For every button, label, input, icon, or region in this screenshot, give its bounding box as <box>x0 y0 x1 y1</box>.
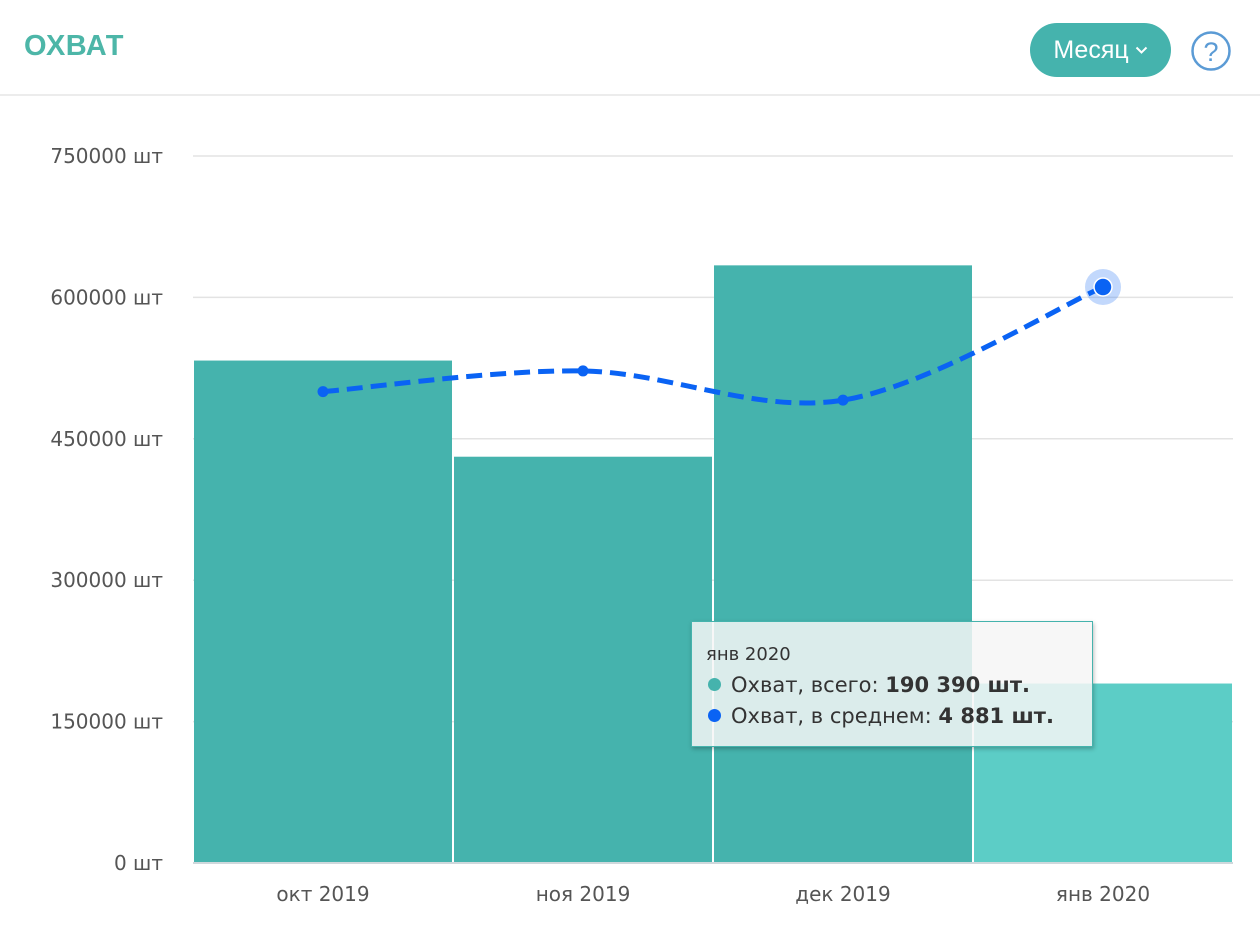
bar[interactable] <box>714 265 972 863</box>
period-select-button[interactable]: Месяц <box>1030 23 1171 77</box>
tooltip-row-total: Охват, всего: 190 390 шт. <box>708 673 1030 697</box>
x-tick-label: окт 2019 <box>276 882 369 906</box>
average-legend-dot <box>708 709 721 722</box>
y-tick-label: 600000 шт <box>50 285 163 309</box>
line-point[interactable] <box>837 394 849 406</box>
y-tick-label: 300000 шт <box>50 568 163 592</box>
bar[interactable] <box>194 360 452 863</box>
widget-header: ОХВАТ Месяц ? <box>0 0 1260 96</box>
y-axis-labels: 0 шт 150000 шт 300000 шт 450000 шт 600000 шт… <box>50 144 163 875</box>
x-tick-label: ноя 2019 <box>536 882 631 906</box>
period-select-label: Месяц <box>1053 35 1129 64</box>
y-tick-label: 150000 шт <box>50 710 163 734</box>
line-point[interactable] <box>317 386 329 398</box>
bars <box>194 265 1232 863</box>
y-tick-label: 450000 шт <box>50 427 163 451</box>
tooltip-row-total-label: Охват, всего: <box>731 673 886 697</box>
average-line <box>317 269 1121 406</box>
chevron-down-icon <box>1135 46 1147 54</box>
reach-chart: 0 шт 150000 шт 300000 шт 450000 шт 600000 шт… <box>50 144 1233 906</box>
y-tick-label: 750000 шт <box>50 144 163 168</box>
chart-tooltip: янв 2020 Охват, всего: 190 390 шт. Охват… <box>691 621 1093 747</box>
x-tick-label: дек 2019 <box>795 882 890 906</box>
widget-title: ОХВАТ <box>24 30 125 62</box>
tooltip-row-average-value: 4 881 шт. <box>938 704 1054 728</box>
x-axis-labels: окт 2019 ноя 2019 дек 2019 янв 2020 <box>276 882 1150 906</box>
x-tick-label: янв 2020 <box>1056 882 1150 906</box>
y-tick-label: 0 шт <box>114 851 163 875</box>
help-circle-icon[interactable]: ? <box>1191 31 1231 71</box>
tooltip-row-average: Охват, в среднем: 4 881 шт. <box>708 704 1054 728</box>
tooltip-title: янв 2020 <box>706 644 791 665</box>
tooltip-row-average-label: Охват, в среднем: <box>731 704 939 728</box>
help-icon-glyph: ? <box>1203 37 1218 67</box>
bar[interactable] <box>454 456 712 863</box>
tooltip-row-total-value: 190 390 шт. <box>885 673 1031 697</box>
total-legend-dot <box>708 678 721 691</box>
line-point[interactable] <box>577 365 589 377</box>
average-line-path <box>322 284 1104 406</box>
line-point[interactable] <box>1093 277 1113 297</box>
